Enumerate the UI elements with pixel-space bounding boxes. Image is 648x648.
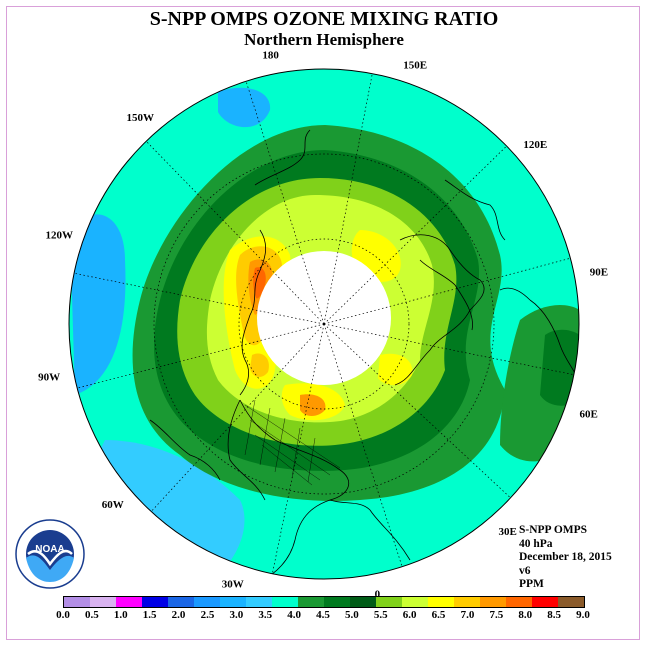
noaa-logo-icon: NOAA	[15, 519, 85, 589]
longitude-label: 90W	[38, 371, 60, 383]
colorbar-tick-label: 4.5	[316, 609, 330, 621]
colorbar-swatch	[64, 597, 90, 607]
colorbar-tick-label: 4.0	[287, 609, 301, 621]
longitude-label: 30E	[499, 526, 517, 538]
info-line-level: 40 hPa	[519, 537, 553, 550]
colorbar-swatch	[324, 597, 350, 607]
coastlines	[149, 129, 579, 579]
map-boundary	[68, 68, 580, 580]
graticule	[69, 69, 579, 579]
longitude-labels: 120E 90E 60E 150E 30E 180 0 150W 30W 120W 60W 90W	[38, 50, 608, 601]
longitude-label: 120E	[523, 139, 547, 151]
plot-frame	[6, 6, 640, 640]
colorbar-swatch	[402, 597, 428, 607]
info-line-date: December 18, 2015	[519, 551, 612, 563]
colorbar	[63, 596, 585, 608]
colorbar-tick-label: 9.0	[576, 609, 590, 621]
colorbar-swatch	[506, 597, 532, 607]
colorbar-tick-label: 0.0	[56, 609, 70, 621]
ozone-field	[69, 69, 579, 579]
colorbar-swatch	[558, 597, 584, 607]
colorbar-tick-label: 5.0	[345, 609, 359, 621]
colorbar-swatch	[90, 597, 116, 607]
colorbar-swatch	[220, 597, 246, 607]
colorbar-tick-label: 8.5	[547, 609, 561, 621]
colorbar-swatch	[298, 597, 324, 607]
longitude-label: 90E	[590, 267, 608, 279]
colorbar-tick-label: 0.5	[85, 609, 99, 621]
map-title: S-NPP OMPS OZONE MIXING RATIO	[149, 8, 499, 30]
colorbar-swatch	[428, 597, 454, 607]
colorbar-swatch	[116, 597, 142, 607]
longitude-label: 30W	[222, 579, 244, 591]
colorbar-tick-label: 2.0	[171, 609, 186, 621]
colorbar-tick-label: 5.5	[373, 609, 388, 621]
pole-hole	[257, 251, 391, 385]
colorbar-swatch	[272, 597, 298, 607]
colorbar-swatch	[376, 597, 402, 607]
colorbar-tick-label: 1.0	[113, 609, 128, 621]
colorbar-tick-labels: 0.0 0.5 1.0 1.5 2.0 2.5 3.0 3.5 4.0 4.5 5.0 5.5 6.0 6…	[56, 609, 590, 623]
us-state-borders	[244, 399, 341, 486]
colorbar-swatch	[194, 597, 220, 607]
longitude-label: 150W	[127, 112, 155, 124]
longitude-label: 120W	[46, 230, 74, 242]
colorbar-tick-label: 7.0	[460, 609, 475, 621]
colorbar-tick-label: 2.5	[200, 609, 215, 621]
info-line-instrument: S-NPP OMPS	[519, 524, 588, 536]
colorbar-swatch	[246, 597, 272, 607]
colorbar-tick-label: 8.0	[518, 609, 533, 621]
colorbar-tick-label: 7.5	[489, 609, 504, 621]
colorbar-swatch	[350, 597, 376, 607]
colorbar-swatch	[480, 597, 506, 607]
colorbar-tick-label: 3.0	[229, 609, 244, 621]
longitude-label: 60W	[102, 499, 124, 511]
colorbar-swatch	[454, 597, 480, 607]
map-subtitle: Northern Hemisphere	[244, 30, 404, 49]
colorbar-swatch	[168, 597, 194, 607]
longitude-label: 150E	[403, 60, 427, 72]
colorbar-swatch	[142, 597, 168, 607]
info-panel: S-NPP OMPS 40 hPa December 18, 2015 v6 P…	[519, 524, 612, 592]
info-line-units: PPM	[519, 578, 544, 590]
colorbar-tick-label: 3.5	[258, 609, 273, 621]
info-line-version: v6	[519, 564, 531, 577]
colorbar-tick-label: 6.5	[431, 609, 446, 621]
longitude-label: 60E	[580, 408, 598, 420]
colorbar-tick-label: 6.0	[402, 609, 417, 621]
longitude-label: 0	[375, 588, 381, 600]
longitude-label: 180	[262, 50, 279, 62]
logo-text: NOAA	[35, 544, 64, 555]
colorbar-swatch	[532, 597, 558, 607]
colorbar-tick-label: 1.5	[142, 609, 157, 621]
